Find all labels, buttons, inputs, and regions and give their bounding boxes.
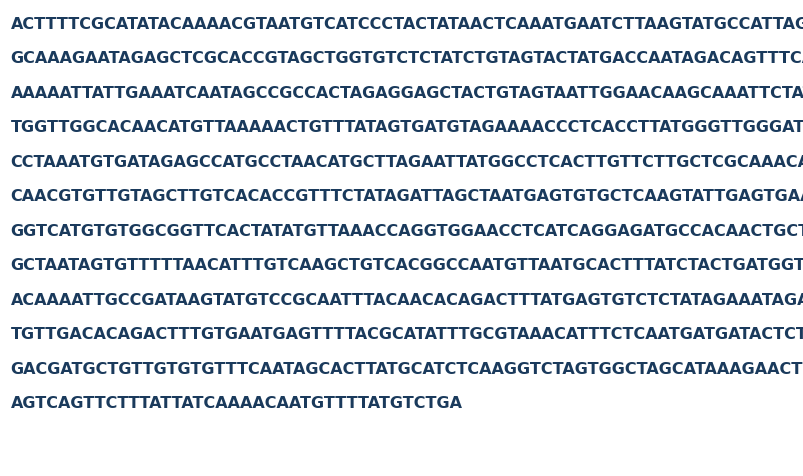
- Text: CAACGTGTTGTAGCTTGTCACACCGTTTCTATAGATTAGCTAATGAGTGTGCTCAAGTATTGAGTGAAAT: CAACGTGTTGTAGCTTGTCACACCGTTTCTATAGATTAGC…: [10, 189, 803, 204]
- Text: TGGTTGGCACAACATGTTAAAAACTGTTTATAGTGATGTAGAAAACCCTCACCTTATGGGTTGGGATTAT: TGGTTGGCACAACATGTTAAAAACTGTTTATAGTGATGTA…: [10, 120, 803, 135]
- Text: GCAAAGAATAGAGCTCGCACCGTAGCTGGTGTCTCTATCTGTAGTACTATGACCAATAGACAGTTTCATC: GCAAAGAATAGAGCTCGCACCGTAGCTGGTGTCTCTATCT…: [10, 51, 803, 66]
- Text: AGTCAGTTCTТTATTATCAAAACAATGTTTTATGTCTGA: AGTCAGTTCTТTATTATCAAAACAATGTTTTATGTCTGA: [10, 396, 462, 411]
- Text: CCTAAATGTGATAGAGCCATGCCTAACATGCTTAGAATTATGGCCTCACTTGTTCTTGCTCGCAAACATA: CCTAAATGTGATAGAGCCATGCCTAACATGCTTAGAATTA…: [10, 155, 803, 170]
- Text: AAAAATTATTGAAATCAATAGCCGCCACTAGAGGAGCTACTGTAGTAATTGGAACAAGCAAATTCTATGG: AAAAATTATTGAAATCAATAGCCGCCACTAGAGGAGCTAC…: [10, 86, 803, 101]
- Text: GCTAATAGTGTTTTTAACATTTGTCAAGCTGTCACGGCCAATGTTAATGCACTTTATCTACTGATGGTA: GCTAATAGTGTTTTTAACATTTGTCAAGCTGTCACGGCCA…: [10, 258, 803, 273]
- Text: GGTCATGTGTGGCGGTTCACTATATGTTAAACCAGGTGGAACCTCATCAGGAGATGCCACAACTGCTTAT: GGTCATGTGTGGCGGTTCACTATATGTTAAACCAGGTGGA…: [10, 224, 803, 239]
- Text: GACGATGCTGTTGTGTGTTTCAATAGCACTTATGCATCTCAAGGTCTAGTGGCTAGCATAAAGAACTTTA: GACGATGCTGTTGTGTGTTTCAATAGCACTTATGCATCTC…: [10, 362, 803, 377]
- Text: ACAAAATTGCCGATAAGTATGTCCGCAATTTACAACACAGACTTTATGAGTGTCTCTATAGAAATAGAGA: ACAAAATTGCCGATAAGTATGTCCGCAATTTACAACACAG…: [10, 293, 803, 308]
- Text: ACTTTTCGCATATACAAAACGTAATGTCATCCCTACTATAACTCAAATGAATCTTAAGTATGCCATTAGT: ACTTTTCGCATATACAAAACGTAATGTCATCCCTACTATA…: [10, 17, 803, 32]
- Text: TGTTGACACAGACTTTGTGAATGAGTTTTACGCATATTTGCGTAAACATTTCTCAATGATGATACTCTCT: TGTTGACACAGACTTTGTGAATGAGTTTTACGCATATTTG…: [10, 327, 803, 342]
